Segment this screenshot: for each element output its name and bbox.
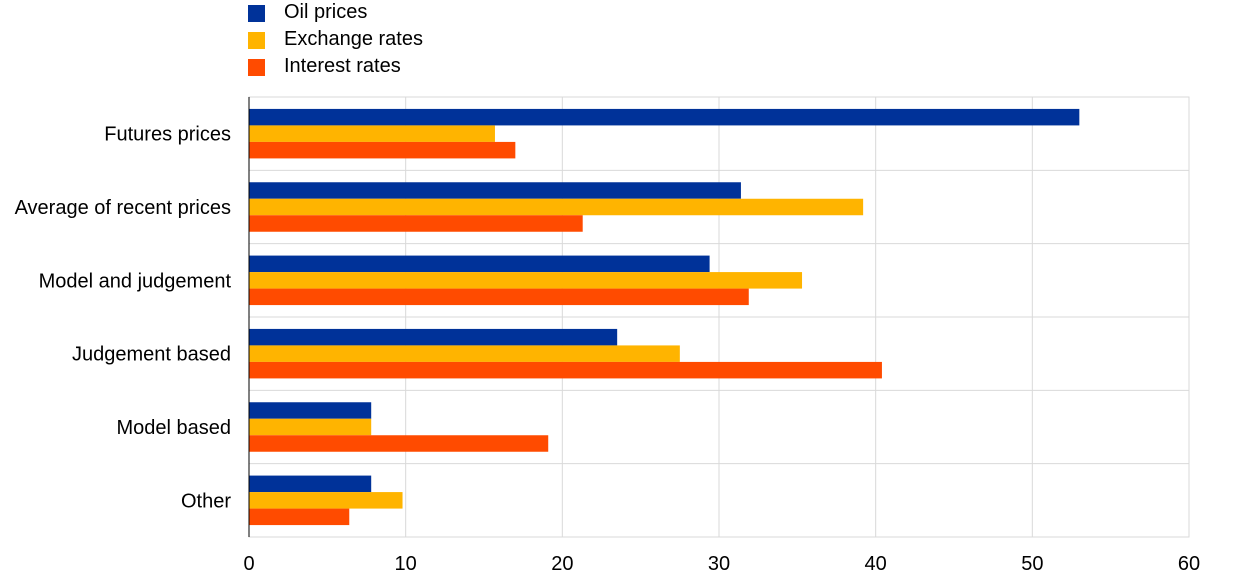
bar-oil-prices <box>249 182 741 199</box>
x-tick-label: 50 <box>1021 553 1043 575</box>
x-tick-label: 30 <box>708 553 730 575</box>
x-tick-label: 0 <box>243 553 254 575</box>
legend-label-oil-prices: Oil prices <box>284 1 368 23</box>
bar-interest-rates <box>249 215 583 232</box>
bar-oil-prices <box>249 475 372 493</box>
category-label: Judgement based <box>72 344 231 366</box>
legend-swatch-interest-rates <box>248 59 265 76</box>
legend-swatch-exchange-rates <box>248 32 265 49</box>
bar-oil-prices <box>249 402 372 419</box>
category-label: Model based <box>116 417 231 439</box>
bar-exchange-rates <box>249 492 403 509</box>
x-tick-label: 20 <box>551 553 573 575</box>
x-tick-label: 60 <box>1178 553 1200 575</box>
bar-interest-rates <box>249 508 350 526</box>
category-label: Other <box>181 490 231 512</box>
x-tick-label: 10 <box>395 553 417 575</box>
bar-exchange-rates <box>249 198 864 216</box>
bar-oil-prices <box>249 328 618 346</box>
bar-oil-prices <box>249 255 710 273</box>
bar-interest-rates <box>249 141 516 159</box>
legend-label-interest-rates: Interest rates <box>284 55 401 77</box>
x-tick-label: 40 <box>865 553 887 575</box>
category-label: Model and judgement <box>39 270 232 292</box>
bar-exchange-rates <box>249 272 803 289</box>
bar-exchange-rates <box>249 345 680 362</box>
bar-oil-prices <box>249 108 1080 126</box>
category-label: Futures prices <box>104 124 231 146</box>
bar-exchange-rates <box>249 418 372 436</box>
legend-label-exchange-rates: Exchange rates <box>284 28 423 50</box>
bar-interest-rates <box>249 288 749 306</box>
category-label: Average of recent prices <box>15 197 231 219</box>
bar-interest-rates <box>249 361 882 379</box>
bar-exchange-rates <box>249 125 495 142</box>
legend-swatch-oil-prices <box>248 5 265 22</box>
bar-interest-rates <box>249 435 549 452</box>
